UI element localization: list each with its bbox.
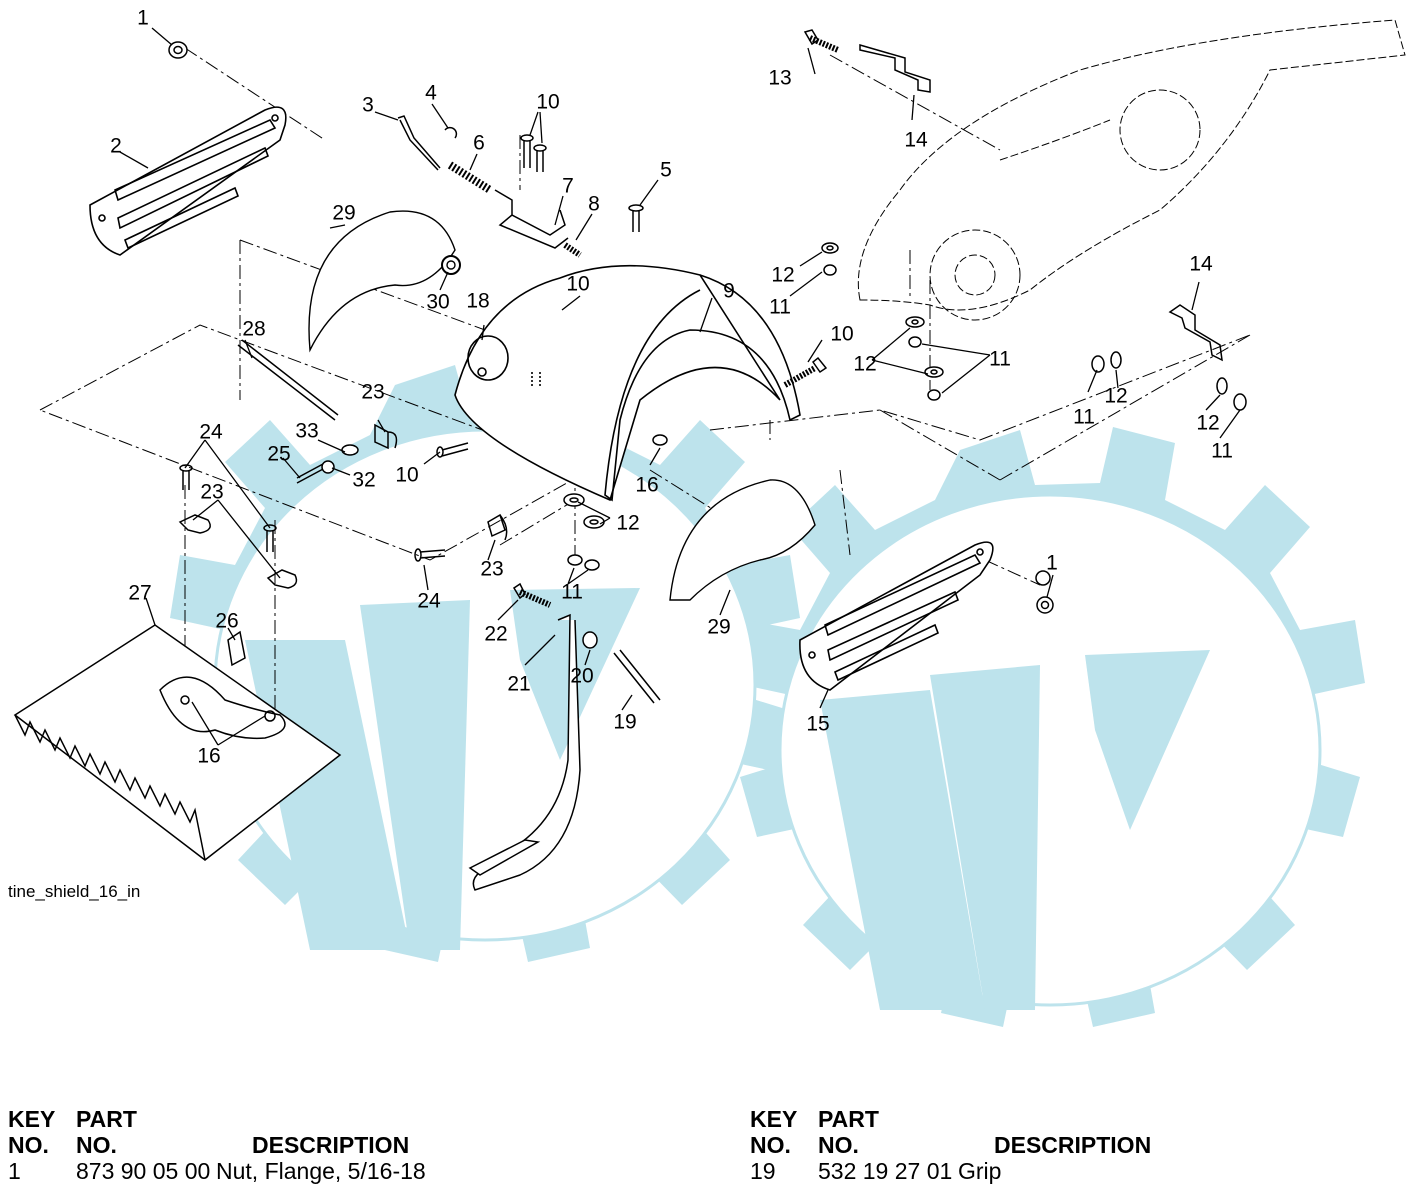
callout-26: 26 [215,609,239,633]
header-key-no: NO. [750,1132,791,1158]
rods-and-pins [237,339,661,704]
part-21-depth-bar [468,613,581,891]
callout-11: 11 [1073,405,1095,429]
header-key: KEY [8,1106,56,1132]
callout-13: 13 [768,66,792,90]
callout-19: 19 [613,710,637,734]
callout-29: 29 [707,615,731,639]
callout-12: 12 [616,511,640,535]
callout-24: 24 [417,589,441,613]
callout-20: 20 [570,664,594,688]
callout-21: 21 [507,672,531,696]
bolt-10-right [783,356,828,388]
parts-list-right: KEY PART NO. NO. DESCRIPTION 19 532 19 2… [750,1106,1410,1184]
callout-2: 2 [110,134,122,158]
bolts-24 [179,442,469,562]
callout-33: 33 [295,419,319,443]
callout-29: 29 [332,201,356,225]
header-description: DESCRIPTION [252,1132,410,1158]
parts-list-left: KEY PART NO. NO. DESCRIPTION 1 873 90 05… [8,1106,688,1184]
callout-15: 15 [806,712,830,736]
callout-11: 11 [769,295,791,319]
callout-5: 5 [660,158,672,182]
parts-header-row-2: NO. NO. DESCRIPTION [750,1132,1410,1158]
callout-3: 3 [362,93,374,117]
callout-11: 11 [561,580,583,604]
part-29-shield-left [308,210,461,353]
callout-11: 11 [1211,439,1233,463]
part-22-bolt [512,582,552,608]
header-key-no: NO. [8,1132,49,1158]
washers-and-nuts [563,242,1247,649]
part-2-step-plate-left [89,106,287,256]
part-27-drag-bar [13,624,342,861]
parts-row: 1 873 90 05 00 Nut, Flange, 5/16-18 [8,1158,688,1184]
part-29-shield-right [669,479,816,601]
parts-header-row-2: NO. NO. DESCRIPTION [8,1132,688,1158]
callout-12: 12 [1104,384,1128,408]
callout-11: 11 [989,347,1011,371]
leader-lines [119,27,1241,746]
callout-14: 14 [1189,252,1213,276]
callout-23: 23 [480,557,504,581]
header-description: DESCRIPTION [994,1132,1152,1158]
callout-22: 22 [484,622,508,646]
callout-25: 25 [267,442,291,466]
callout-32: 32 [352,468,376,492]
part-14-bracket-right [1168,304,1223,362]
parts-header-row-1: KEY PART [8,1106,688,1132]
header-part: PART [818,1106,879,1132]
callout-28: 28 [242,317,266,341]
callout-7: 7 [562,174,574,198]
header-part-no: NO. [76,1132,117,1158]
part-9-tine-shield [454,264,801,502]
callout-30: 30 [426,290,450,314]
callout-24: 24 [199,420,223,444]
row-part: 532 19 27 01 [818,1158,953,1184]
callout-27: 27 [128,581,152,605]
part-13-14-bracket-top [803,29,931,93]
callout-23: 23 [200,480,224,504]
callout-10: 10 [536,90,560,114]
header-part-no: NO. [818,1132,859,1158]
row-description: Grip [958,1158,1002,1184]
row-part: 873 90 05 00 [76,1158,211,1184]
callout-10: 10 [566,272,590,296]
callout-14: 14 [904,128,928,152]
row-key: 1 [8,1158,21,1184]
callout-12: 12 [1196,411,1220,435]
callout-1: 1 [1046,551,1058,575]
row-description: Nut, Flange, 5/16-18 [216,1158,426,1184]
latch-assembly [397,115,582,258]
callout-6: 6 [473,131,485,155]
header-part: PART [76,1106,137,1132]
callout-23: 23 [361,380,385,404]
part-1-nut-left [168,41,188,59]
callout-9: 9 [723,279,735,303]
parts-row: 19 532 19 27 01 Grip [750,1158,1410,1184]
part-15-step-plate-right [799,541,994,691]
parts-header-row-1: KEY PART [750,1106,1410,1132]
diagram-filename: tine_shield_16_in [8,882,141,901]
callout-16: 16 [197,744,221,768]
header-key: KEY [750,1106,798,1132]
part-1-nut-right [1036,596,1054,614]
tiller-housing-phantom [857,19,1406,321]
callout-4: 4 [425,81,437,105]
callout-10: 10 [395,463,419,487]
callout-8: 8 [588,192,600,216]
callout-12: 12 [771,263,795,287]
clips-23 [178,423,508,589]
callout-1: 1 [137,6,149,30]
callout-18: 18 [466,289,490,313]
callout-12: 12 [853,352,877,376]
row-key: 19 [750,1158,776,1184]
callout-10: 10 [830,322,854,346]
callout-16: 16 [635,473,659,497]
